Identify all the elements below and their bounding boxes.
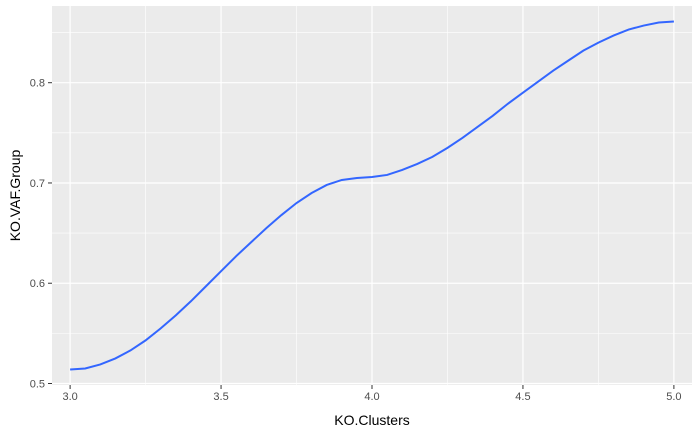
y-tick-label: 0.7 [30, 178, 45, 190]
x-tick-label: 3.5 [213, 391, 228, 403]
x-tick-label: 4.5 [515, 391, 530, 403]
x-tick-label: 3.0 [62, 391, 77, 403]
y-axis: 0.5 0.6 0.7 0.8 [30, 78, 52, 390]
series-line [70, 20, 674, 371]
major-grid [52, 6, 692, 385]
x-axis-title: KO.Clusters [334, 412, 409, 428]
y-tick-label: 0.6 [30, 278, 45, 290]
x-tick-label: 5.0 [666, 391, 681, 403]
x-tick-label: 4.0 [364, 391, 379, 403]
y-tick-label: 0.8 [30, 78, 45, 90]
y-axis-title: KO.VAF.Group [7, 150, 23, 242]
x-axis: 3.0 3.5 4.0 4.5 5.0 [62, 385, 682, 403]
y-tick-label: 0.5 [30, 378, 45, 390]
